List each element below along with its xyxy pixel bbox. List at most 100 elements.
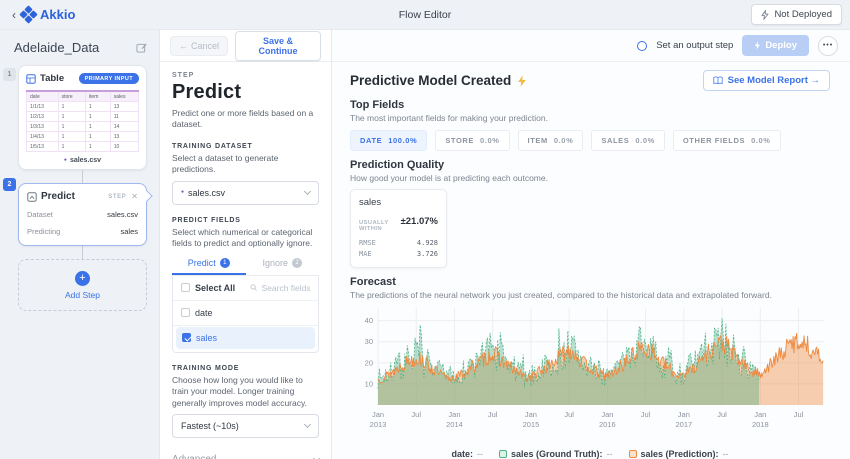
lightning-icon: [754, 41, 761, 50]
svg-text:2016: 2016: [599, 420, 616, 429]
quality-metric-row: RMSE4.928: [359, 238, 438, 249]
chevron-down-icon: [313, 455, 320, 459]
mini-table-header-cell: sales: [110, 91, 138, 102]
table-row: 1/4/131113: [27, 132, 139, 142]
predict-card-field-row: Datasetsales.csv: [27, 210, 138, 219]
predict-fields-description: Select which numerical or categorical fi…: [172, 227, 319, 250]
training-dataset-select[interactable]: ● sales.csv: [172, 181, 319, 205]
predict-icon: [27, 192, 37, 202]
legend-item-date: date: --: [451, 449, 483, 459]
cancel-button[interactable]: ← Cancel: [170, 36, 228, 56]
back-chevron-icon[interactable]: ‹: [8, 8, 20, 22]
akkio-logo[interactable]: Akkio: [22, 7, 75, 22]
chip-value: 0.0%: [635, 136, 655, 145]
mini-table-header-cell: date: [27, 91, 59, 102]
field-importance-chip[interactable]: STORE0.0%: [435, 130, 509, 151]
not-deployed-button[interactable]: Not Deployed: [751, 4, 842, 25]
plus-icon: +: [75, 271, 90, 286]
mini-table-header-cell: store: [58, 91, 85, 102]
forecast-title: Forecast: [350, 276, 830, 288]
legend-pred-value: --: [723, 449, 729, 459]
training-mode-select[interactable]: Fastest (~10s): [172, 414, 319, 438]
svg-text:2013: 2013: [370, 420, 387, 429]
mini-table-cell: 10: [110, 142, 138, 152]
predict-step-title: Predict: [41, 191, 75, 202]
predict-step-card[interactable]: Predict STEP ✕ Datasetsales.csvPredictin…: [18, 183, 147, 246]
advanced-toggle[interactable]: Advanced: [172, 454, 319, 459]
metric-value: 4.928: [417, 238, 438, 249]
flow-name: Adelaide_Data: [14, 40, 99, 55]
model-created-title: Predictive Model Created: [350, 73, 511, 88]
spark-icon: [517, 75, 527, 87]
more-options-button[interactable]: •••: [818, 36, 838, 56]
svg-text:Jul: Jul: [641, 410, 651, 419]
field-row-date[interactable]: date: [173, 301, 318, 326]
legend-swatch-green: [499, 450, 507, 458]
field-label: Predicting: [27, 227, 60, 236]
field-importance-chip[interactable]: DATE100.0%: [350, 130, 427, 151]
field-row-sales[interactable]: sales: [176, 327, 315, 349]
mini-table-cell: 1: [85, 102, 110, 112]
mini-table-header-row: datestoreitemsales: [27, 91, 139, 102]
svg-text:Jan: Jan: [372, 410, 384, 419]
svg-text:10: 10: [365, 380, 373, 389]
legend-pred-label: sales (Prediction):: [641, 449, 719, 459]
svg-text:Jan: Jan: [601, 410, 613, 419]
quality-field-name: sales: [359, 197, 438, 208]
field-importance-chip[interactable]: SALES0.0%: [591, 130, 665, 151]
top-fields-chips: DATE100.0% STORE0.0% ITEM0.0% SALES0.0% OTHE…: [350, 130, 830, 151]
tab-count-badge: 2: [292, 258, 302, 268]
output-step-radio[interactable]: [637, 41, 647, 51]
predict-step-fields: Datasetsales.csvPredictingsales: [27, 210, 138, 236]
svg-text:2017: 2017: [675, 420, 692, 429]
table-row: 1/2/131111: [27, 112, 139, 122]
field-checkbox[interactable]: [181, 308, 190, 317]
see-model-report-label: See Model Report →: [728, 75, 820, 86]
training-dataset-value: sales.csv: [188, 188, 225, 198]
table-row: 1/5/131110: [27, 142, 139, 152]
forecast-chart-svg: 10203040Jan2013JulJan2014JulJan2015JulJa…: [350, 303, 830, 443]
chevron-down-icon: [304, 421, 311, 428]
mini-table-cell: 1: [58, 102, 85, 112]
flow-canvas: 1 Table PRIMARY INPUT datestoreitemsales…: [0, 65, 159, 311]
add-step-button[interactable]: + Add Step: [18, 259, 147, 311]
add-step-label: Add Step: [65, 290, 100, 300]
remove-step-icon[interactable]: ✕: [131, 193, 138, 201]
forecast-chart[interactable]: 10203040Jan2013JulJan2014JulJan2015JulJa…: [350, 303, 830, 448]
dataset-dot-icon: ●: [181, 190, 184, 195]
field-name: date: [195, 308, 213, 318]
deploy-button[interactable]: Deploy: [742, 35, 809, 56]
search-fields-input[interactable]: [261, 283, 310, 293]
search-icon: [250, 283, 257, 292]
mini-table-cell: 1: [58, 142, 85, 152]
tab-predict[interactable]: Predict1: [172, 258, 246, 275]
svg-text:Jan: Jan: [448, 410, 460, 419]
field-name: sales: [196, 333, 217, 343]
predict-ignore-tabs: Predict1Ignore2: [172, 258, 319, 276]
chevron-down-icon: [304, 188, 311, 195]
see-model-report-button[interactable]: See Model Report →: [703, 70, 830, 91]
akkio-logo-icon: [19, 5, 37, 23]
select-all-label: Select All: [195, 283, 235, 293]
top-fields-title: Top Fields: [350, 99, 830, 111]
mini-table-cell: 1: [58, 112, 85, 122]
chip-value: 0.0%: [751, 136, 771, 145]
back-arrow-icon: ←: [179, 41, 188, 51]
step-number-badge-2: 2: [3, 178, 16, 191]
field-importance-chip[interactable]: ITEM0.0%: [518, 130, 584, 151]
akkio-logo-text: Akkio: [40, 7, 75, 22]
save-continue-button[interactable]: Save & Continue: [235, 31, 321, 61]
tab-label: Predict: [188, 258, 216, 268]
quality-card: sales USUALLY WITHIN ±21.07% RMSE4.928MA…: [350, 189, 447, 268]
dataset-name: sales.csv: [70, 157, 101, 164]
step-number-badge-1: 1: [3, 68, 16, 81]
field-checkbox[interactable]: [182, 333, 191, 342]
edit-flow-name-icon[interactable]: [136, 42, 147, 53]
table-step-card[interactable]: Table PRIMARY INPUT datestoreitemsales1/…: [18, 65, 147, 170]
field-importance-chip[interactable]: OTHER FIELDS0.0%: [673, 130, 781, 151]
svg-text:2018: 2018: [752, 420, 769, 429]
dataset-dot-icon: ●: [64, 158, 67, 163]
select-all-checkbox[interactable]: [181, 283, 190, 292]
tab-ignore[interactable]: Ignore2: [246, 258, 320, 275]
table-icon: [26, 74, 36, 84]
